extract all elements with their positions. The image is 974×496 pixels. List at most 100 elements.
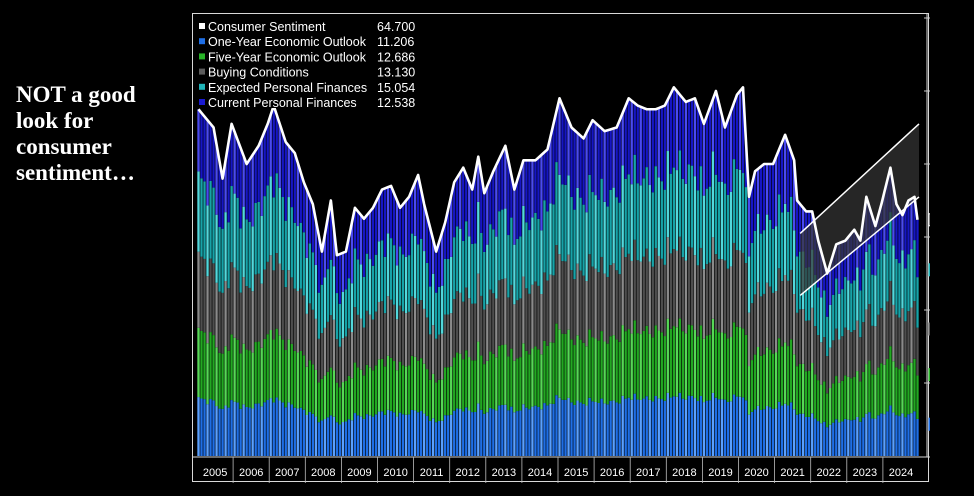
stack-bar-buying <box>582 275 585 343</box>
stack-bar-current <box>606 130 609 207</box>
stack-bar-one_year <box>702 402 706 456</box>
stack-bar-expected <box>621 165 624 248</box>
stack-bar-buying <box>281 270 284 340</box>
stack-bar-current <box>350 222 354 284</box>
stack-bar-five_year <box>287 339 290 403</box>
stack-bar-one_year <box>588 397 591 456</box>
stack-bar-one_year <box>284 407 287 456</box>
stack-bar-current <box>248 159 251 222</box>
stack-bar-buying <box>380 301 384 359</box>
stack-bar-buying <box>705 264 709 336</box>
stack-bar-buying <box>561 261 564 334</box>
stack-bar-one_year <box>609 400 612 456</box>
stack-bar-five_year <box>717 332 721 400</box>
stack-bar-five_year <box>284 350 287 408</box>
stack-bar-current <box>311 204 314 253</box>
stack-bar-one_year <box>242 404 245 456</box>
stack-bar-buying <box>350 332 354 379</box>
stack-bar-expected <box>495 236 498 299</box>
stack-bar-current <box>829 263 832 305</box>
stack-bar-expected <box>200 178 203 257</box>
stack-bar-expected <box>753 230 757 295</box>
legend-value: 13.130 <box>377 66 415 80</box>
stack-bar-one_year <box>612 400 615 456</box>
stack-bar-five_year <box>492 353 495 410</box>
stack-bar-five_year <box>266 334 269 400</box>
legend-value: 15.054 <box>377 81 415 95</box>
stack-bar-buying <box>254 274 257 343</box>
stack-bar-expected <box>323 277 327 328</box>
stack-bar-five_year <box>633 320 636 394</box>
stack-bar-buying <box>308 303 311 361</box>
stack-bar-five_year <box>786 346 790 406</box>
stack-bar-five_year <box>768 349 772 408</box>
stack-bar-buying <box>371 319 375 371</box>
stack-bar-current <box>795 200 799 257</box>
stack-bar-buying <box>389 299 393 358</box>
stack-bar-buying <box>248 287 251 351</box>
stack-bar-one_year <box>209 399 212 456</box>
stack-bar-five_year <box>413 356 417 411</box>
stack-bar-five_year <box>534 346 537 406</box>
stack-bar-current <box>272 105 275 198</box>
stack-bar-current <box>407 196 411 256</box>
stack-bar-expected <box>678 150 682 237</box>
stack-bar-buying <box>874 326 877 375</box>
stack-bar-current <box>537 157 540 219</box>
stack-bar-expected <box>756 214 760 283</box>
legend-value: 64.700 <box>377 20 415 34</box>
stack-bar-expected <box>197 171 200 252</box>
stack-bar-one_year <box>290 404 293 456</box>
stack-bar-one_year <box>416 412 420 456</box>
stack-bar-buying <box>802 309 805 364</box>
stack-bar-current <box>789 151 793 197</box>
stack-bar-expected <box>338 303 342 347</box>
x-tick-label: 2009 <box>347 467 371 479</box>
stack-bar-current <box>582 138 585 205</box>
stack-bar-five_year <box>753 354 757 410</box>
stack-bar-five_year <box>735 326 739 397</box>
stack-bar-expected <box>371 265 375 320</box>
stack-bar-expected <box>573 209 576 280</box>
stack-bar-current <box>612 128 615 188</box>
stack-bar-expected <box>916 277 919 328</box>
stack-bar-expected <box>413 235 417 299</box>
stack-bar-buying <box>362 327 366 376</box>
stack-bar-one_year <box>901 413 904 456</box>
stack-bar-one_year <box>347 419 351 456</box>
stack-bar-one_year <box>197 397 200 456</box>
stack-bar-current <box>459 172 462 229</box>
stack-bar-expected <box>377 241 381 302</box>
stack-bar-expected <box>531 217 534 285</box>
stack-bar-current <box>895 204 898 259</box>
stack-bar-one_year <box>904 417 907 456</box>
stack-bar-expected <box>441 285 444 334</box>
stack-bar-one_year <box>666 392 669 456</box>
stack-bar-current <box>212 127 215 188</box>
stack-bar-five_year <box>365 364 369 415</box>
stack-bar-one_year <box>510 406 513 456</box>
stack-bar-one_year <box>528 409 531 456</box>
stack-bar-expected <box>633 154 636 240</box>
stack-bar-five_year <box>486 360 489 413</box>
stack-bar-expected <box>299 222 302 289</box>
stack-bar-expected <box>883 253 886 311</box>
stack-bar-one_year <box>374 414 378 456</box>
stack-bar-expected <box>672 167 675 249</box>
stack-bar-five_year <box>233 337 236 402</box>
stack-bar-expected <box>871 274 874 326</box>
stack-bar-buying <box>838 339 841 383</box>
stack-bar-expected <box>814 275 817 327</box>
stack-bar-five_year <box>528 354 531 410</box>
stack-bar-buying <box>618 274 621 342</box>
stack-bar-current <box>564 112 567 185</box>
stack-bar-current <box>326 217 330 270</box>
stack-bar-current <box>624 105 627 179</box>
legend-value: 12.538 <box>377 96 415 110</box>
stack-bar-one_year <box>513 412 516 456</box>
stack-bar-current <box>425 216 429 263</box>
stack-bar-current <box>913 196 916 241</box>
stack-bar-buying <box>588 254 591 330</box>
stack-bar-expected <box>266 185 269 262</box>
stack-bar-five_year <box>522 343 525 405</box>
